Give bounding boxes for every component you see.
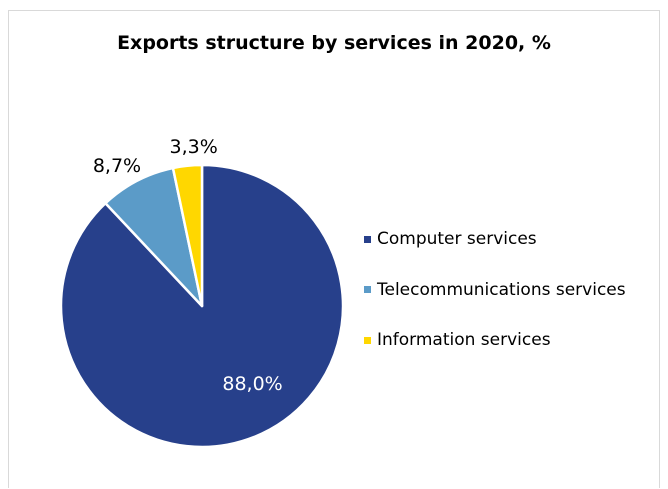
- data-label-computer-services: 88,0%: [222, 373, 282, 395]
- legend: Computer services Telecommunications ser…: [364, 226, 668, 378]
- data-label-information-services: 3,3%: [170, 136, 218, 158]
- legend-swatch-information-services: [364, 336, 371, 344]
- data-label-telecommunications-services: 8,7%: [93, 155, 141, 177]
- legend-item-computer-services: Computer services: [364, 226, 668, 252]
- legend-swatch-telecommunications-services: [364, 286, 371, 293]
- legend-label-telecommunications-services: Telecommunications services: [377, 279, 626, 300]
- pie-slice-information-services: [171, 163, 204, 308]
- legend-label-computer-services: Computer services: [377, 229, 537, 249]
- legend-swatch-computer-services: [364, 235, 371, 243]
- legend-item-information-services: Information services: [364, 327, 668, 353]
- legend-item-telecommunications-services: Telecommunications services: [364, 277, 668, 303]
- legend-label-information-services: Information services: [377, 330, 551, 350]
- chart-title: Exports structure by services in 2020, %: [117, 32, 551, 54]
